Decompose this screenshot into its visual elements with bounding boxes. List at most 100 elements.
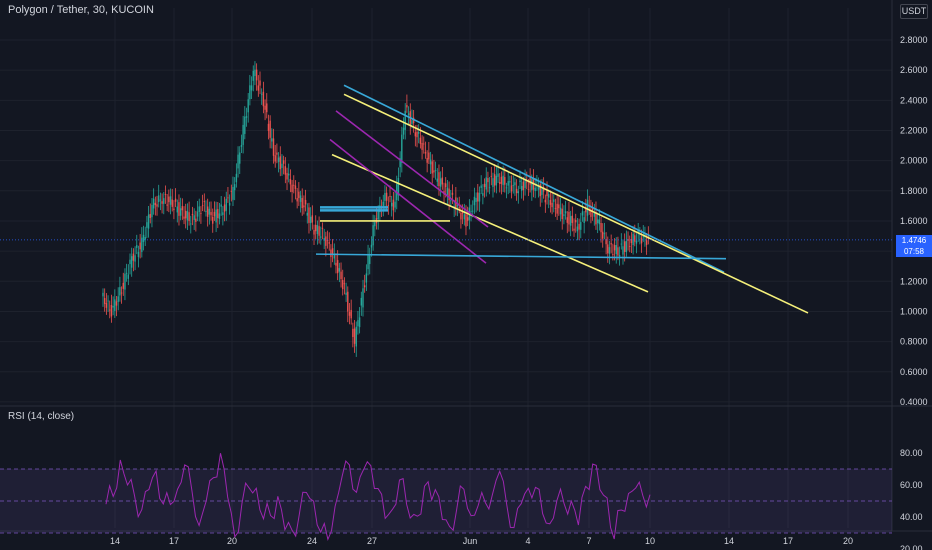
- candle-body: [539, 184, 541, 197]
- price-tick-label: 1.0000: [900, 306, 928, 316]
- candle-body: [607, 244, 609, 254]
- candle-body: [213, 211, 216, 217]
- price-tick-label: 2.2000: [900, 125, 928, 135]
- candle-body: [416, 131, 418, 138]
- candle-body: [242, 124, 244, 145]
- candle-body: [637, 230, 639, 232]
- candle-body: [558, 204, 560, 209]
- candle-body: [335, 262, 337, 266]
- candle-body: [514, 182, 516, 186]
- candle-body: [397, 177, 400, 196]
- candle-body: [418, 132, 420, 134]
- time-tick-label: 4: [525, 536, 530, 546]
- candle-body: [537, 187, 540, 190]
- candle-body: [293, 184, 295, 186]
- price-tick-label: 1.2000: [900, 276, 928, 286]
- candle-body: [370, 244, 373, 248]
- candle-body: [458, 207, 460, 209]
- candle-body: [509, 181, 511, 183]
- candle-body: [266, 103, 268, 113]
- candle-body: [434, 170, 437, 171]
- candle-body: [549, 199, 552, 205]
- candle-body: [117, 296, 119, 302]
- candle-body: [598, 219, 601, 225]
- candle-body: [222, 212, 224, 216]
- candle-body: [583, 217, 585, 223]
- candle-body: [328, 242, 330, 244]
- candle-body: [438, 172, 440, 187]
- candle-body: [132, 253, 135, 261]
- candle-body: [147, 214, 150, 229]
- candle-body: [519, 180, 521, 183]
- candle-body: [331, 248, 334, 254]
- candle-body: [485, 177, 487, 190]
- candle-body: [544, 199, 547, 203]
- rsi-axis: 80.00 60.00 40.00 20.00: [900, 448, 923, 550]
- candle-body: [313, 229, 315, 235]
- candle-body: [323, 238, 325, 241]
- candle-body: [139, 242, 141, 250]
- candle-body: [625, 241, 628, 253]
- price-tick-label: 1.6000: [900, 216, 928, 226]
- time-tick-label: 17: [783, 536, 793, 546]
- candle-body: [161, 201, 163, 204]
- candle-body: [431, 161, 433, 174]
- candle-body: [308, 207, 310, 223]
- candle-body: [107, 300, 109, 302]
- candle-body: [358, 317, 361, 328]
- trendlines: [315, 84, 809, 314]
- candle-body: [502, 175, 504, 186]
- candle-body: [382, 201, 384, 207]
- rsi-tick-label: 40.00: [900, 512, 923, 522]
- candle-body: [124, 273, 126, 290]
- candle-body: [353, 328, 356, 344]
- candle-body: [350, 309, 352, 319]
- candle-body: [426, 157, 428, 163]
- candle-body: [239, 152, 241, 164]
- trendline-blue: [343, 84, 725, 273]
- candle-body: [424, 152, 427, 154]
- candle-body: [198, 206, 200, 212]
- candle-body: [362, 288, 364, 308]
- currency-badge[interactable]: USDT: [900, 4, 928, 19]
- candle-body: [602, 231, 604, 239]
- candle-body: [208, 208, 211, 215]
- candle-body: [102, 292, 104, 297]
- candle-body: [288, 173, 290, 176]
- candle-body: [152, 198, 155, 209]
- candle-body: [499, 182, 501, 184]
- candle-body: [333, 253, 335, 259]
- candle-body: [267, 123, 270, 131]
- candle-body: [220, 204, 222, 207]
- candle-body: [414, 132, 417, 137]
- candle-body: [294, 185, 297, 189]
- candle-body: [542, 187, 545, 192]
- trendline-purple: [335, 110, 489, 228]
- candle-body: [387, 204, 390, 206]
- candle-body: [316, 225, 319, 235]
- candle-body: [136, 245, 138, 248]
- candle-body: [179, 208, 182, 216]
- candle-body: [620, 243, 622, 245]
- price-tick-label: 0.6000: [900, 367, 928, 377]
- price-tick-label: 2.0000: [900, 156, 928, 166]
- candle-body: [586, 199, 589, 216]
- candle-body: [472, 210, 474, 212]
- candle-body: [477, 192, 479, 202]
- candle-body: [134, 255, 136, 262]
- candle-body: [585, 207, 587, 213]
- candle-body: [183, 216, 185, 219]
- candle-body: [151, 204, 153, 218]
- candle-body: [315, 224, 317, 232]
- candle-body: [531, 179, 533, 191]
- candle-body: [635, 240, 638, 244]
- candle-body: [210, 212, 212, 216]
- candle-body: [390, 202, 393, 207]
- candle-body: [629, 246, 631, 247]
- candle-body: [404, 110, 406, 130]
- candle-body: [439, 178, 442, 187]
- candle-body: [227, 197, 229, 199]
- candle-body: [385, 192, 388, 201]
- time-tick-label: 27: [367, 536, 377, 546]
